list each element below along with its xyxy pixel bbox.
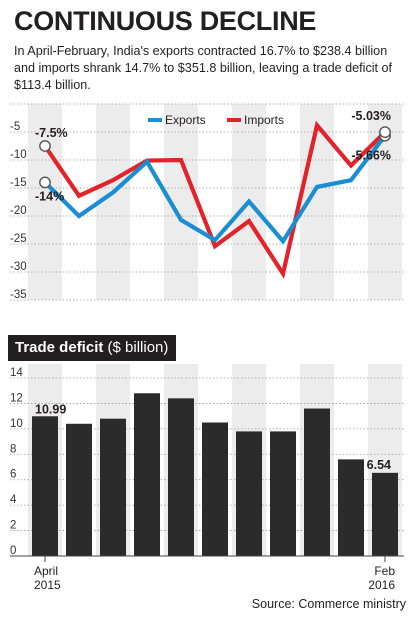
y-tick-label: 12 — [10, 392, 23, 404]
bar — [100, 418, 126, 556]
data-label-imports-first: -7.5% — [35, 126, 68, 140]
data-label-exports-last: -5.66% — [351, 149, 391, 163]
y-tick-label: 10 — [10, 418, 23, 430]
chart-subtitle: In April-February, India's exports contr… — [14, 44, 393, 92]
x-tick-label-last-month: Feb — [374, 564, 395, 578]
y-tick-label: -10 — [10, 149, 27, 161]
x-tick-label-first-month: April — [34, 564, 58, 578]
endpoint-marker-exports — [39, 176, 51, 189]
bar — [202, 422, 228, 556]
y-tick-label: 8 — [10, 443, 16, 455]
series-line-imports — [43, 120, 387, 279]
bar — [32, 416, 58, 556]
bar — [304, 408, 330, 556]
y-tick-label: -35 — [10, 289, 27, 301]
y-tick-label: -20 — [10, 205, 27, 217]
bar — [168, 398, 194, 556]
y-tick-label: -30 — [10, 261, 27, 273]
chart-title: CONTINUOUS DECLINE — [14, 6, 317, 36]
bar — [134, 393, 160, 556]
data-label-imports-last: -5.03% — [351, 109, 391, 123]
band-stripe — [28, 104, 62, 300]
x-tick-label-last-year: 2016 — [368, 578, 395, 592]
source-note: Source: Commerce ministry — [251, 597, 406, 611]
y-tick-label: -5 — [10, 121, 20, 133]
endpoint-marker-imports — [379, 126, 391, 139]
legend-label-exports: Exports — [165, 113, 206, 127]
y-tick-label: -25 — [10, 233, 27, 245]
bar — [372, 472, 398, 556]
trade-deficit-heading: Trade deficit ($ billion) — [8, 335, 177, 361]
trade-deficit-unit: ($ billion) — [107, 339, 169, 356]
data-label-exports-first: -14% — [35, 189, 64, 203]
bar-data-label-last: 6.54 — [367, 458, 391, 472]
bar — [236, 431, 262, 556]
series-line-exports — [43, 134, 387, 245]
bar-data-label-first: 10.99 — [35, 402, 66, 416]
y-tick-label: 6 — [10, 469, 16, 481]
y-tick-label: -15 — [10, 177, 27, 189]
y-tick-label: 4 — [10, 494, 17, 506]
trade-deficit-title: Trade deficit — [15, 339, 104, 356]
x-tick-label-first-year: 2015 — [34, 578, 61, 592]
y-tick-label: 14 — [10, 367, 23, 379]
bar — [66, 423, 92, 556]
y-tick-label: 2 — [10, 520, 16, 532]
y-tick-label: 0 — [10, 545, 16, 557]
endpoint-marker-imports — [39, 140, 51, 152]
legend-label-imports: Imports — [244, 113, 284, 127]
bar — [270, 431, 296, 556]
bar — [338, 459, 364, 556]
